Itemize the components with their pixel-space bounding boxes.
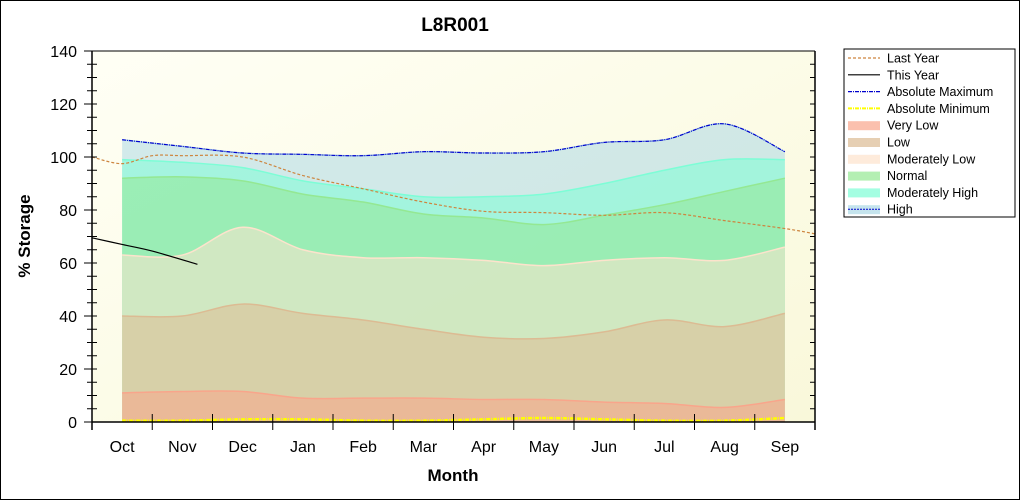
y-tick-label: 100 [50,150,77,167]
legend-swatch-moderately-low [848,154,880,164]
legend-swatch-very-low [848,121,880,131]
band-edge-very-low [122,390,785,409]
x-tick-label: Apr [471,439,497,456]
x-tick-label: Jul [654,439,674,456]
x-tick-label: Jun [591,439,617,456]
series-this-year [91,237,198,265]
x-axis-title: Month [428,466,479,485]
legend-swatch-normal [848,171,880,181]
y-tick-label: 140 [50,44,77,61]
legend-label-normal: Normal [887,169,927,183]
y-tick-label: 60 [59,256,77,273]
bands-layer [122,123,786,422]
series-last-year [91,154,816,235]
x-tick-label: Oct [110,439,135,456]
legend-label-absolute-minimum: Absolute Minimum [887,102,990,116]
band-edge-normal [122,176,786,226]
band-edge-moderately-low [122,226,786,267]
legend-label-last-year: Last Year [887,52,939,66]
legend: Last Year This Year Absolute Maximum Absolu… [843,48,1016,218]
band-edge-moderately-high [122,158,785,199]
y-tick-label: 0 [68,415,77,432]
x-tick-label: Feb [349,439,377,456]
band-very-low [122,390,785,422]
legend-label-absolute-maximum: Absolute Maximum [887,85,993,99]
axes-layer: 0 20 40 60 80 100 120 140 Oct Nov Dec Jan Feb Mar Apr M… [50,44,816,456]
chart-title: L8R001 [421,15,489,36]
x-tick-label: Sep [771,439,800,456]
legend-label-very-low: Very Low [887,119,939,133]
y-tick-label: 80 [59,203,77,220]
y-tick-label: 120 [50,97,77,114]
y-tick-label: 40 [59,309,77,326]
legend-label-moderately-low: Moderately Low [887,152,976,166]
x-tick-label: Jan [290,439,316,456]
y-axis-title: % Storage [15,194,34,277]
legend-label-this-year: This Year [887,68,939,82]
legend-label-low: Low [887,136,911,150]
legend-label-moderately-high: Moderately High [887,186,978,200]
x-tick-label: Nov [168,439,196,456]
x-tick-label: Aug [710,439,738,456]
x-tick-label: Dec [228,439,256,456]
x-tick-label: May [529,439,559,456]
legend-swatch-low [848,138,880,147]
legend-swatch-moderately-high [848,188,880,198]
series-absolute-maximum [122,123,786,157]
x-tick-label: Mar [410,439,438,456]
band-edge-low [122,303,786,340]
legend-label-high: High [887,203,913,217]
y-tick-label: 20 [59,362,77,379]
band-low [122,304,785,422]
